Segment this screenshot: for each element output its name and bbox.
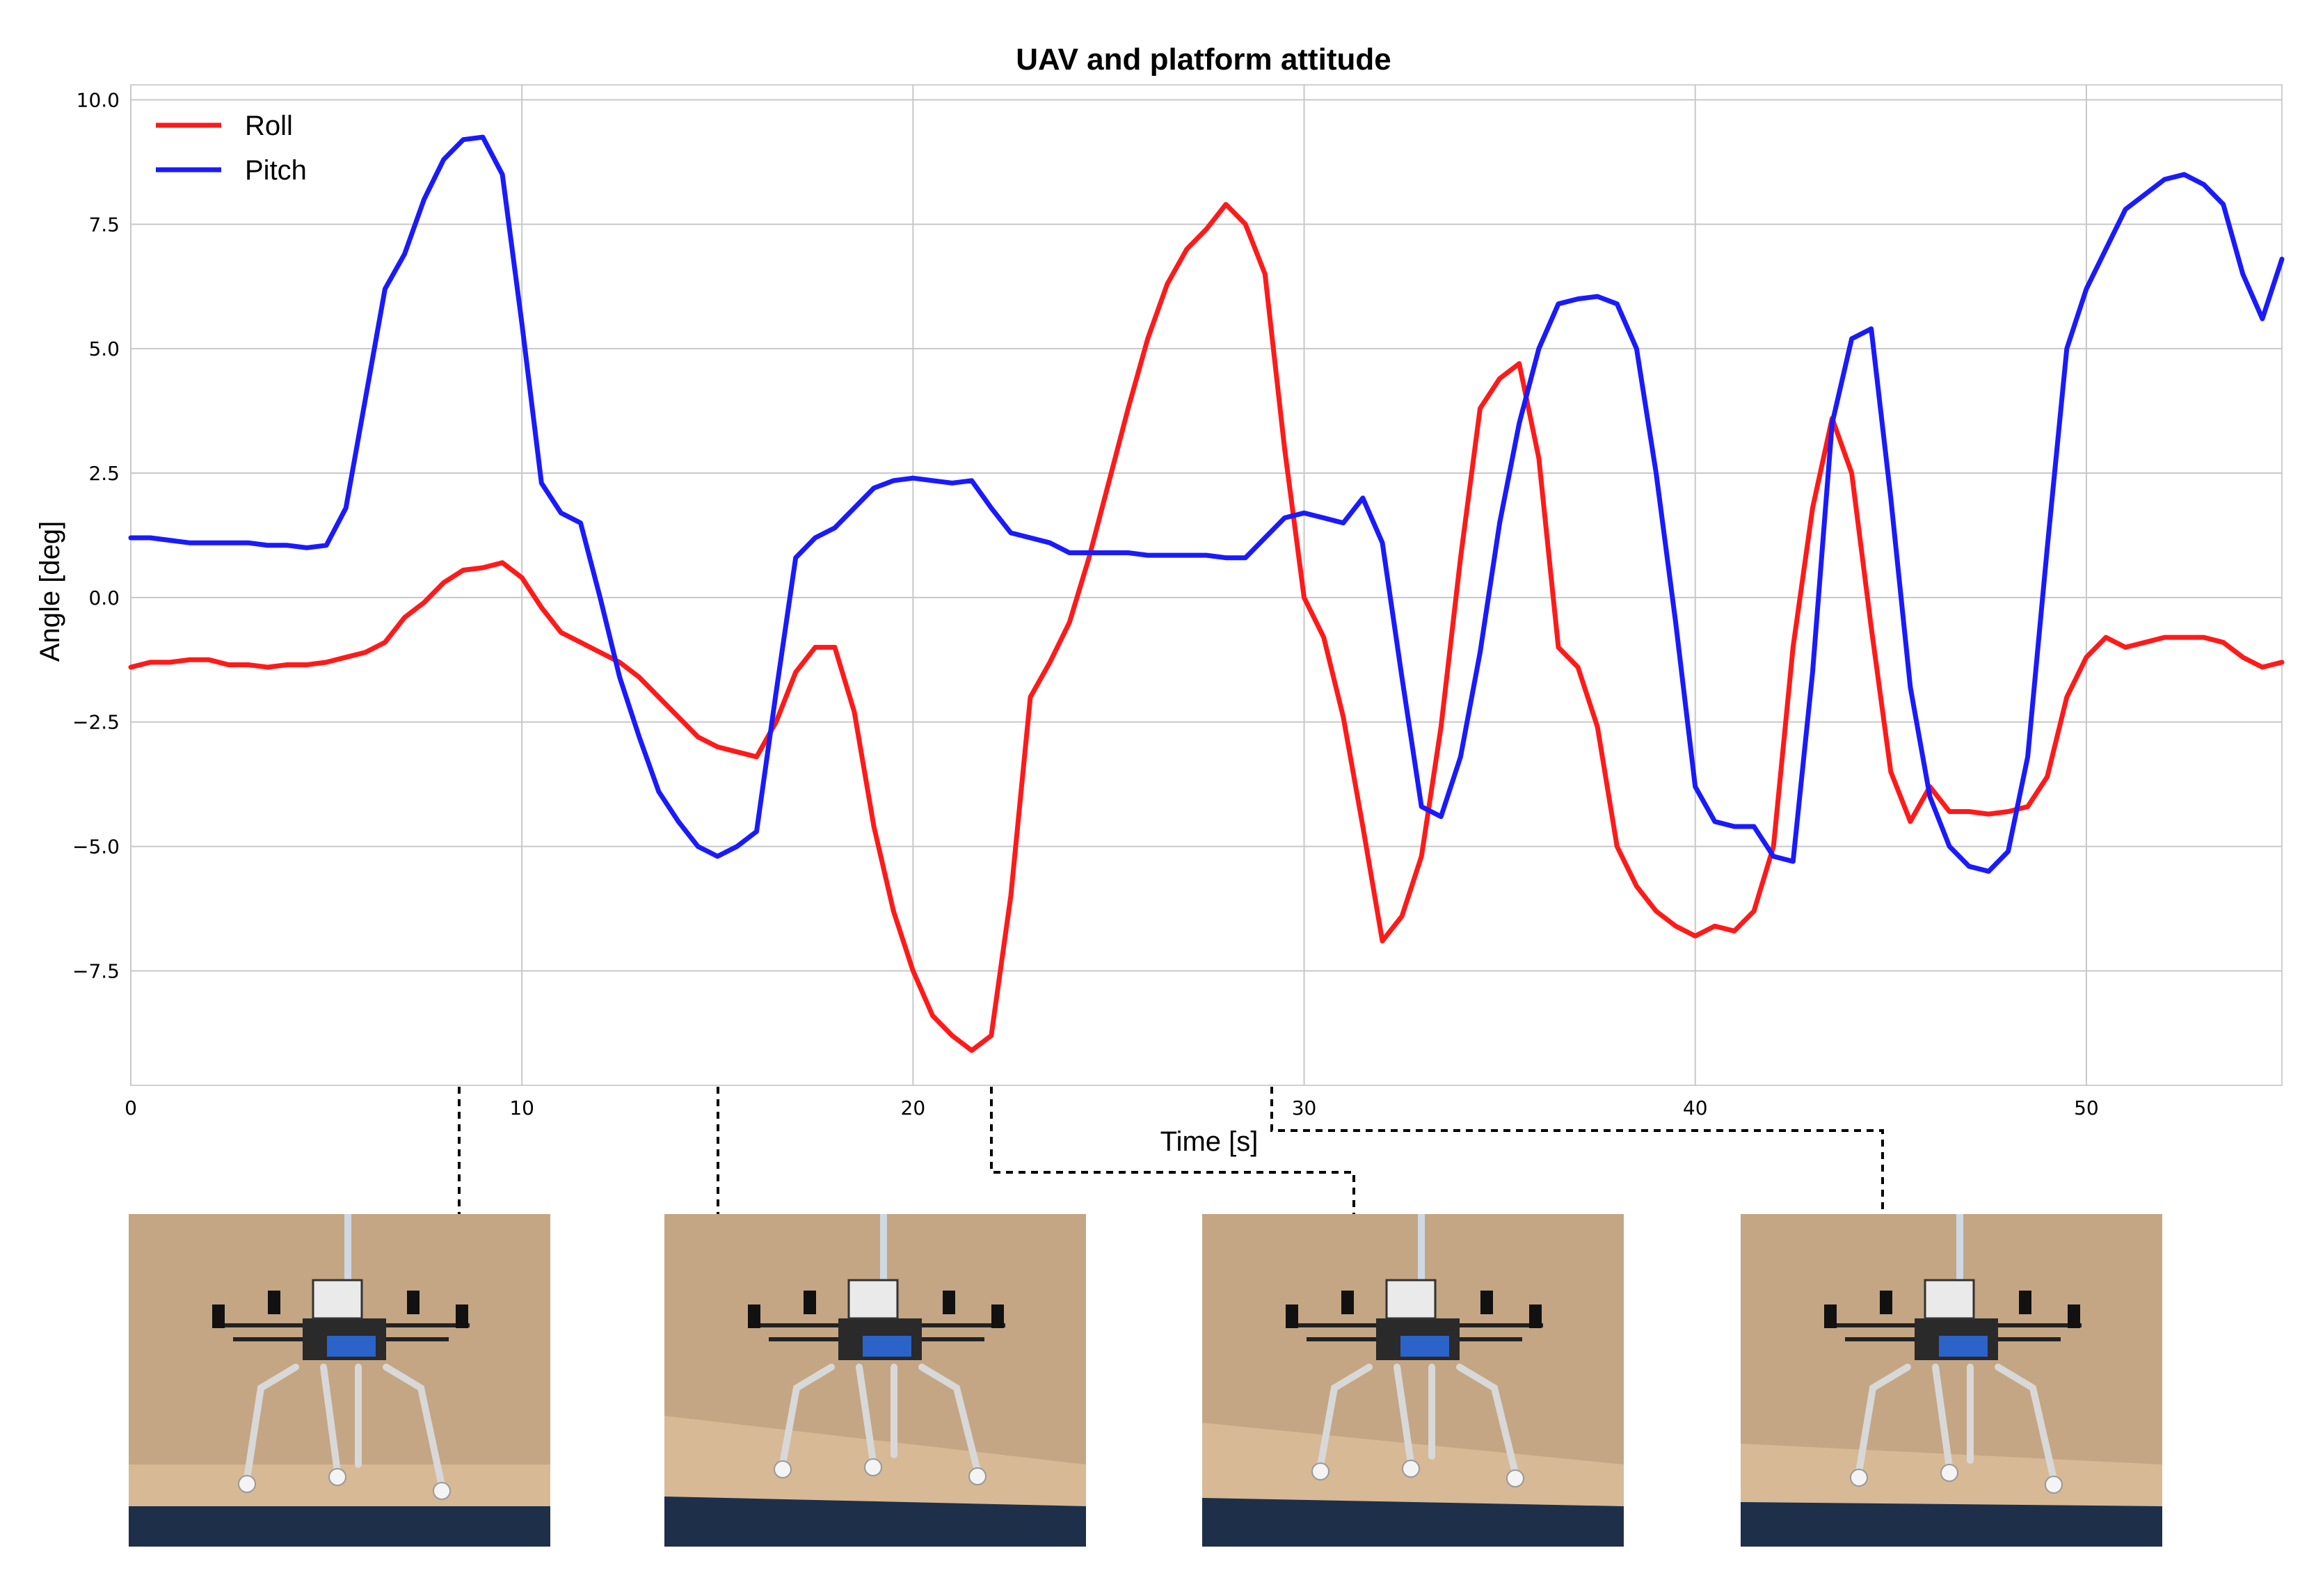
robot-photo-illustration xyxy=(1741,1214,2162,1547)
y-tick-label: −7.5 xyxy=(72,959,120,982)
y-tick-label: −5.0 xyxy=(72,836,120,859)
x-axis-label: Time [s] xyxy=(1160,1126,1259,1157)
robot-photo-illustration xyxy=(1202,1214,1624,1547)
photo-3 xyxy=(1202,1214,1624,1547)
photo-2 xyxy=(664,1214,1086,1547)
legend-label-pitch: Pitch xyxy=(245,155,307,186)
photo-connectors xyxy=(458,1087,1884,1214)
series-line-pitch xyxy=(128,134,2285,874)
plot-area: 0 10 20 30 40 50 10.0 7.5 5.0 2.5 0.0 −2.5 −5.0 −7.5 R… xyxy=(72,84,2285,1119)
legend-label-roll: Roll xyxy=(245,111,293,141)
x-tick-label: 30 xyxy=(1292,1096,1317,1119)
y-tick-label: 0.0 xyxy=(88,586,120,609)
robot-photo-illustration xyxy=(664,1214,1086,1547)
x-tick-label: 50 xyxy=(2074,1096,2099,1119)
y-tick-label: 5.0 xyxy=(88,337,120,360)
x-tick-label: 40 xyxy=(1683,1096,1708,1119)
series-line-roll xyxy=(128,202,2285,1053)
connector-4 xyxy=(1270,1087,1884,1214)
y-tick-label: −2.5 xyxy=(72,711,120,734)
robot-photo-illustration xyxy=(129,1214,550,1547)
y-tick-label: 10.0 xyxy=(77,88,120,111)
x-tick-label: 10 xyxy=(509,1096,534,1119)
y-tick-label: 7.5 xyxy=(88,213,120,236)
y-axis-label: Angle [deg] xyxy=(35,521,65,662)
plot-frame xyxy=(130,84,2283,1086)
photo-4 xyxy=(1741,1214,2162,1547)
x-tick-label: 20 xyxy=(901,1096,926,1119)
x-tick-label: 0 xyxy=(125,1096,137,1119)
photo-1 xyxy=(129,1214,550,1547)
chart-title: UAV and platform attitude xyxy=(1016,42,1391,77)
connector-3 xyxy=(990,1087,1355,1214)
y-tick-label: 2.5 xyxy=(88,462,120,485)
